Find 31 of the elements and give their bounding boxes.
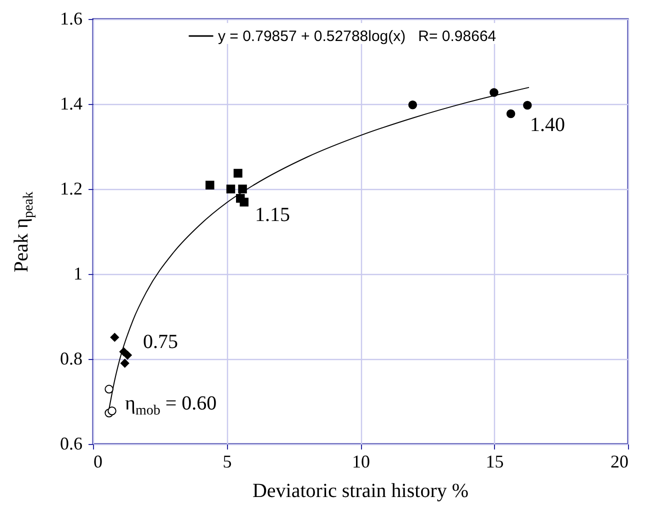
y-tick-label: 0.6 [60, 434, 82, 454]
y-tick-label: 1.2 [60, 178, 82, 198]
point [523, 100, 532, 110]
point [104, 384, 114, 394]
x-tick-label: 0 [94, 452, 102, 472]
point [123, 350, 132, 360]
legend-label: y = 0.79857 + 0.52788log(x) R= 0.98664 [218, 28, 496, 45]
point [234, 168, 242, 178]
y-tick-label: 0.8 [60, 348, 82, 368]
y-tick-label: 1.6 [60, 8, 82, 28]
point [226, 184, 236, 194]
point [108, 406, 116, 416]
point [490, 88, 498, 97]
annotation: η$_{mob}$ = 0.60 [125, 392, 217, 418]
x-tick-label: 10 [352, 452, 370, 472]
x-tick-label: 15 [486, 452, 504, 472]
point [506, 109, 516, 118]
x-tick-label: 20 [610, 452, 628, 472]
x-axis-title: Deviatoric strain history % [252, 480, 469, 502]
point [408, 100, 418, 110]
point [240, 198, 249, 207]
annotation: 1.40 [530, 114, 565, 136]
y-tick-label: 1.4 [60, 94, 82, 114]
x-tick-label: 5 [222, 452, 232, 472]
point [120, 358, 130, 368]
y-tick-label: 1 [74, 264, 82, 284]
annotation: 1.15 [255, 204, 290, 226]
annotation: 0.75 [143, 331, 178, 353]
point [206, 180, 214, 190]
point [110, 332, 120, 342]
point [238, 184, 247, 194]
